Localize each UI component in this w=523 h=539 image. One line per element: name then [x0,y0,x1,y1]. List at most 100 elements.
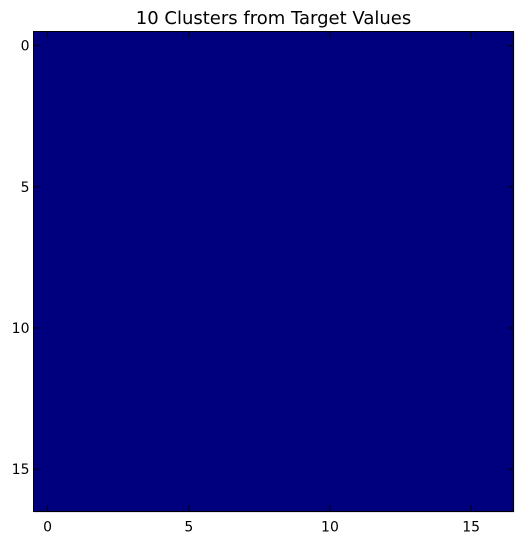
heatmap-cell [231,200,260,230]
heatmap-cell [485,87,515,117]
heatmap-cell [174,59,204,89]
heatmap-cell [400,313,430,343]
heatmap-cell [372,87,402,117]
heatmap-cell [174,172,204,202]
heatmap-cell [259,285,289,315]
heatmap-cell [174,200,204,230]
heatmap-cell [61,483,91,513]
heatmap-cell [400,342,430,371]
heatmap-cell [146,87,176,117]
x-tick-label: 15 [462,520,480,536]
heatmap-cell [344,116,373,146]
heatmap-cell [202,200,232,230]
heatmap-cell [146,483,176,513]
y-tick-label: 5 [21,180,30,196]
heatmap-cell [315,229,345,258]
heatmap-cell [118,342,148,371]
heatmap-cell [231,87,260,117]
heatmap-cell [259,116,289,146]
heatmap-cell [372,116,402,146]
heatmap-cell [428,426,458,456]
heatmap-cell [174,116,204,146]
heatmap-cell [202,342,232,371]
heatmap-cell [428,59,458,89]
heatmap-cell [457,370,486,400]
heatmap-cell [400,285,430,315]
heatmap-cell [146,426,176,456]
heatmap-cell [457,342,486,371]
heatmap-cell [118,257,148,287]
heatmap-cell [61,257,91,287]
heatmap-cell [231,172,260,202]
heatmap-cell [344,172,373,202]
heatmap-cell [485,370,515,400]
heatmap-cell [61,200,91,230]
heatmap-cell [118,370,148,400]
heatmap-cell [89,285,119,315]
heatmap-cell [485,285,515,315]
heatmap-cell [118,116,148,146]
heatmap-cell [89,144,119,174]
heatmap-cell [344,455,373,484]
heatmap-cell [372,483,402,513]
heatmap-cell [287,426,317,456]
heatmap-cell [287,313,317,343]
heatmap-cell [344,87,373,117]
heatmap-cell [89,483,119,513]
heatmap-cell [202,455,232,484]
heatmap-cell [33,426,63,456]
heatmap-cell [457,200,486,230]
heatmap-cell [118,313,148,343]
heatmap-cell [485,116,515,146]
heatmap-cell [457,285,486,315]
heatmap-cell [287,116,317,146]
heatmap-cell [146,455,176,484]
heatmap-cell [61,455,91,484]
heatmap-cell [287,398,317,428]
heatmap-cell [428,370,458,400]
heatmap-cell [33,229,63,258]
x-tick-label: 0 [43,520,52,536]
heatmap-cell [61,87,91,117]
heatmap-cell [231,285,260,315]
heatmap-cell [89,31,119,61]
heatmap-cell [457,257,486,287]
heatmap-cell [259,172,289,202]
heatmap-cell [33,398,63,428]
heatmap-cell [457,229,486,258]
heatmap-cell [174,87,204,117]
heatmap-cell [457,455,486,484]
heatmap-cell [344,370,373,400]
heatmap-cell [61,398,91,428]
heatmap-cell [33,87,63,117]
heatmap-cell [259,257,289,287]
heatmap-cell [485,257,515,287]
heatmap-cell [315,172,345,202]
heatmap-cell [146,172,176,202]
heatmap-cell [457,87,486,117]
heatmap-cell [372,172,402,202]
heatmap-cell [259,455,289,484]
heatmap-cell [89,398,119,428]
heatmap-cell [400,87,430,117]
heatmap-cell [315,426,345,456]
heatmap-cell [344,59,373,89]
heatmap-cell [315,342,345,371]
heatmap-cell [428,342,458,371]
heatmap-cell [231,455,260,484]
heatmap-cell [174,144,204,174]
heatmap-cell [457,172,486,202]
heatmap-cell [400,200,430,230]
heatmap-cell [315,200,345,230]
heatmap-cell [287,144,317,174]
heatmap-cell [400,116,430,146]
heatmap-cell [146,285,176,315]
heatmap-cell [89,370,119,400]
heatmap-cell [202,398,232,428]
heatmap-cell [118,87,148,117]
heatmap-cell [118,285,148,315]
heatmap-cell [61,342,91,371]
heatmap-cell [372,144,402,174]
heatmap-cell [118,426,148,456]
heatmap-cell [287,229,317,258]
